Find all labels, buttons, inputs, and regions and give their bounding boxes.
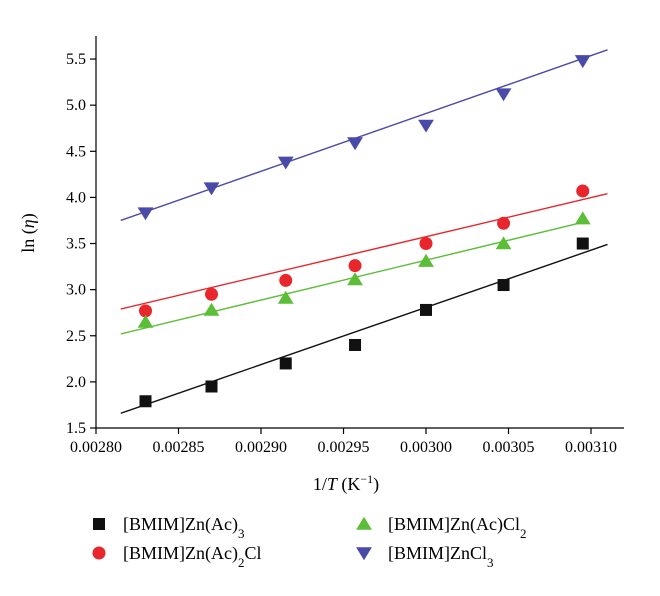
legend-label-series-4: [BMIM]ZnCl3 xyxy=(388,543,494,570)
x-tick-label: 0.00290 xyxy=(235,439,287,456)
legend-marker-series-4 xyxy=(356,547,372,561)
legend-label-series-2: [BMIM]Zn(Ac)2Cl xyxy=(123,543,262,570)
y-tick-label: 4.5 xyxy=(66,143,86,160)
data-point-series-3 xyxy=(495,236,512,250)
fit-line-series-1 xyxy=(120,243,608,414)
y-tick-label: 4.0 xyxy=(66,189,86,206)
y-tick-label: 5.5 xyxy=(66,51,86,68)
data-point-series-1 xyxy=(349,338,362,351)
y-tick-label: 2.0 xyxy=(66,374,86,391)
data-point-series-1 xyxy=(205,380,218,393)
data-point-series-2 xyxy=(419,237,433,251)
data-point-series-1 xyxy=(139,395,152,408)
data-markers xyxy=(137,55,591,408)
data-point-series-4 xyxy=(347,137,363,151)
y-tick-label: 3.5 xyxy=(66,236,86,253)
data-point-series-3 xyxy=(574,211,591,225)
plot-frame xyxy=(95,36,624,429)
data-point-series-4 xyxy=(574,55,591,69)
data-point-series-1 xyxy=(497,279,510,292)
data-point-series-1 xyxy=(576,237,589,250)
y-tick-label: 5.0 xyxy=(66,97,86,114)
y-axis-title: ln (η) xyxy=(18,213,39,252)
y-tick-label: 2.5 xyxy=(66,328,86,345)
x-tick-label: 0.00305 xyxy=(483,439,535,456)
data-point-series-2 xyxy=(205,287,218,301)
legend-marker-series-3 xyxy=(356,516,372,530)
legend: [BMIM]Zn(Ac)3[BMIM]Zn(Ac)2Cl [BMIM]Zn(Ac)… xyxy=(92,514,526,570)
x-tick-label: 0.00285 xyxy=(153,439,205,456)
data-point-series-1 xyxy=(420,303,432,316)
fit-line-series-4 xyxy=(120,49,608,222)
data-point-series-3 xyxy=(277,290,294,304)
fit-lines xyxy=(120,49,608,414)
data-point-series-3 xyxy=(203,302,220,316)
data-point-series-2 xyxy=(139,304,152,318)
data-point-series-3 xyxy=(418,253,434,267)
legend-marker-series-1 xyxy=(93,518,105,530)
y-tick-label: 3.0 xyxy=(66,282,86,299)
data-point-series-2 xyxy=(348,259,362,273)
x-tick-label: 0.00300 xyxy=(400,439,452,456)
data-point-series-2 xyxy=(279,273,293,287)
y-tick-label: 1.5 xyxy=(66,420,86,437)
legend-label-series-3: [BMIM]Zn(Ac)Cl2 xyxy=(388,514,526,541)
legend-label-series-1: [BMIM]Zn(Ac)3 xyxy=(123,514,244,541)
data-point-series-4 xyxy=(495,88,512,102)
data-point-series-4 xyxy=(277,156,294,170)
data-point-series-4 xyxy=(418,119,434,133)
x-tick-label: 0.00310 xyxy=(565,439,617,456)
x-tick-label: 0.00280 xyxy=(70,439,122,456)
data-point-series-3 xyxy=(347,272,363,286)
legend-marker-series-2 xyxy=(92,546,106,560)
data-point-series-3 xyxy=(137,314,154,328)
data-point-series-2 xyxy=(576,184,590,198)
fit-line-series-2 xyxy=(120,193,608,310)
data-point-series-4 xyxy=(203,182,220,196)
y-axis-ticks: 1.5 2.0 2.5 3.0 3.5 4.0 4.5 5.0 5.5 xyxy=(66,51,96,437)
data-point-series-2 xyxy=(497,216,511,230)
x-axis-title: 1/T (K−1) xyxy=(313,472,379,495)
data-point-series-1 xyxy=(279,357,292,370)
x-axis-ticks: 0.00280 0.00285 0.00290 0.00295 0.00300 0.003… xyxy=(70,428,617,456)
data-point-series-4 xyxy=(137,207,154,221)
x-tick-label: 0.00295 xyxy=(318,439,370,456)
